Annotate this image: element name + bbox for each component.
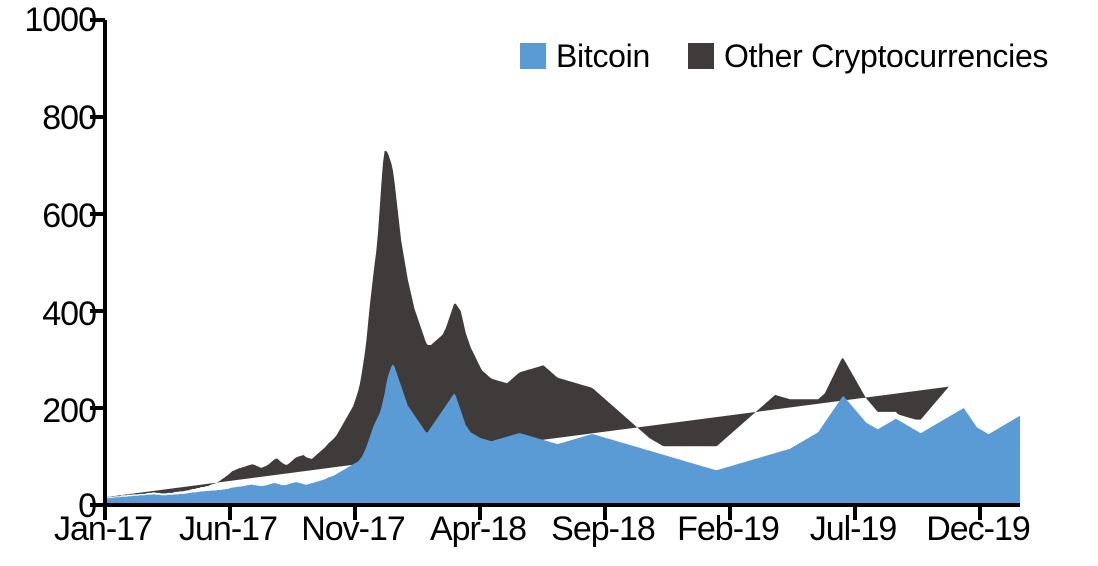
y-tick-label-600: 600 (42, 197, 97, 235)
area-series-group (105, 150, 1020, 505)
legend-swatch-bitcoin-icon (520, 43, 546, 69)
legend-swatch-other-cryptocurrencies-icon (687, 43, 714, 69)
legend-label-other-cryptocurrencies: Other Cryptocurrencies (723, 38, 1049, 74)
x-axis-ticks (103, 505, 982, 520)
legend-entry-bitcoin[interactable]: Bitcoin (520, 40, 650, 72)
area-other-cryptocurrencies (105, 150, 949, 498)
y-tick-label-0: 0 (78, 487, 97, 525)
y-tick-label-1000: 1000 (24, 1, 97, 39)
legend-entry-other-cryptocurrencies[interactable]: Other Cryptocurrencies (687, 38, 1049, 74)
legend: Bitcoin Other Cryptocurrencies (520, 40, 1048, 72)
axis-group (90, 18, 1020, 520)
area-bitcoin (105, 364, 1020, 505)
y-tick-label-200: 200 (42, 392, 97, 430)
legend-label-bitcoin: Bitcoin (556, 38, 650, 74)
y-axis-ticks (90, 18, 105, 507)
y-tick-label-800: 800 (42, 99, 97, 137)
y-tick-label-400: 400 (42, 295, 97, 333)
